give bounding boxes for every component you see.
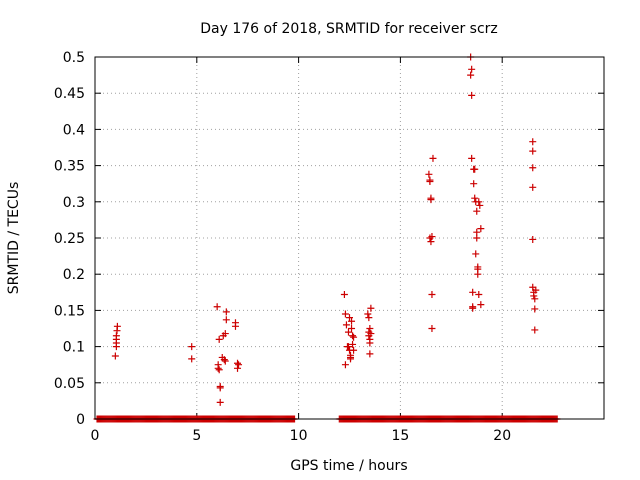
data-point xyxy=(468,91,476,99)
data-point xyxy=(428,325,436,332)
data-point xyxy=(214,364,222,372)
data-point xyxy=(216,384,224,392)
data-point xyxy=(364,310,372,318)
grid-layer xyxy=(95,57,604,419)
plot-frame xyxy=(94,56,605,420)
data-point xyxy=(113,322,121,330)
data-point xyxy=(476,201,484,209)
x-tick-label: 0 xyxy=(91,428,100,444)
data-point xyxy=(366,350,374,358)
data-point xyxy=(341,361,349,369)
data-point xyxy=(469,304,477,312)
data-point xyxy=(427,238,435,246)
data-point xyxy=(348,325,356,332)
data-point xyxy=(532,286,540,294)
data-point xyxy=(216,398,224,406)
data-point xyxy=(428,233,436,241)
data-point xyxy=(531,305,539,313)
x-tick-label: 15 xyxy=(391,428,409,444)
data-point xyxy=(111,352,119,360)
data-point xyxy=(468,65,476,73)
data-point xyxy=(349,340,357,348)
data-point xyxy=(215,335,223,343)
data-point xyxy=(529,138,537,146)
data-point xyxy=(215,366,223,374)
data-point xyxy=(429,154,437,162)
y-tick-label: 0.05 xyxy=(54,376,85,392)
data-point xyxy=(220,356,228,364)
data-point xyxy=(365,314,373,322)
chart-title: Day 176 of 2018, SRMTID for receiver scr… xyxy=(200,21,498,37)
y-tick-label: 0.3 xyxy=(63,195,85,211)
y-tick-label: 0.2 xyxy=(63,267,85,283)
x-tick-label: 10 xyxy=(290,428,308,444)
y-tick-label: 0.25 xyxy=(54,231,85,247)
data-point xyxy=(222,316,230,324)
data-point xyxy=(231,322,239,330)
data-point xyxy=(471,194,479,202)
x-tick-label: 20 xyxy=(493,428,511,444)
data-point xyxy=(347,355,355,363)
data-point xyxy=(346,314,353,322)
data-point xyxy=(221,330,229,338)
data-point xyxy=(235,361,243,369)
data-point xyxy=(367,304,375,312)
data-point xyxy=(344,328,352,336)
data-point xyxy=(234,364,242,372)
data-point xyxy=(221,357,229,365)
y-tick-label: 0.5 xyxy=(63,50,85,66)
data-point xyxy=(344,343,352,351)
y-tick-label: 0.45 xyxy=(54,86,85,102)
data-point xyxy=(531,326,539,334)
data-point xyxy=(529,235,537,243)
data-point xyxy=(340,290,348,298)
data-point xyxy=(477,225,485,233)
data-point xyxy=(529,183,537,191)
data-point xyxy=(428,290,436,298)
data-point xyxy=(425,170,433,178)
data-point xyxy=(188,343,196,351)
data-point xyxy=(472,250,480,258)
data-point xyxy=(349,332,357,340)
data-point xyxy=(531,295,539,303)
data-point xyxy=(350,333,358,341)
x-axis-label: GPS time / hours xyxy=(290,458,407,474)
data-point xyxy=(473,234,481,242)
data-point xyxy=(348,317,356,325)
data-point xyxy=(213,303,221,311)
x-tick-label: 5 xyxy=(192,428,201,444)
data-point xyxy=(341,310,349,318)
data-point xyxy=(475,290,483,298)
data-point xyxy=(366,339,374,347)
data-point xyxy=(467,71,475,79)
data-point xyxy=(470,180,478,188)
data-point xyxy=(471,165,479,173)
data-point xyxy=(366,325,374,332)
data-point xyxy=(188,355,196,363)
data-point xyxy=(469,288,477,296)
data-point xyxy=(222,308,230,316)
y-tick-label: 0 xyxy=(76,412,85,428)
data-point xyxy=(477,301,485,309)
data-point xyxy=(112,332,120,340)
data-point xyxy=(342,321,350,329)
data-point xyxy=(473,207,481,215)
data-point xyxy=(529,147,537,155)
data-point xyxy=(529,164,537,172)
data-point xyxy=(474,270,482,278)
y-tick-label: 0.1 xyxy=(63,340,85,356)
data-point xyxy=(468,154,476,162)
y-axis-label: SRMTID / TECUs xyxy=(6,182,22,295)
data-point xyxy=(367,330,375,338)
y-tick-label: 0.35 xyxy=(54,159,85,175)
data-point xyxy=(427,196,435,204)
data-point xyxy=(426,178,434,186)
y-tick-label: 0.4 xyxy=(63,122,85,138)
data-point xyxy=(350,346,358,354)
tick-layer: 0 0.05 0.1 0.15 0.2 0.25 0.3 0.35 0.4 0.45 0.5 0 5 10… xyxy=(54,50,604,444)
data-point xyxy=(475,198,483,206)
y-tick-label: 0.15 xyxy=(54,303,85,319)
